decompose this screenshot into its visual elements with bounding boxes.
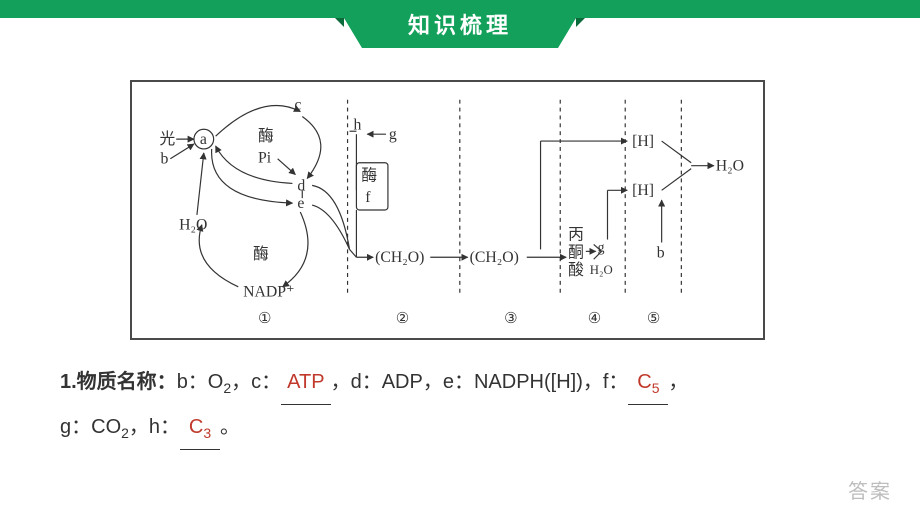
label-h: h xyxy=(353,116,361,133)
txt-c-prefix: ，c： xyxy=(231,371,281,393)
answer-f: C5 xyxy=(628,360,668,405)
label-g2: g xyxy=(598,239,605,254)
txt-b-sub: 2 xyxy=(223,380,231,396)
label-pyruvate-2: 酮 xyxy=(568,244,584,261)
txt-comma1: ， xyxy=(668,371,688,393)
content-heading: 1.物质名称： xyxy=(60,371,177,393)
tab-shadow-right xyxy=(575,18,585,28)
txt-period: 。 xyxy=(220,416,240,438)
txt-g-sub: 2 xyxy=(121,425,129,441)
stage-3: ③ xyxy=(504,311,517,327)
label-enzyme-f: 酶 xyxy=(361,166,377,184)
stage-5: ⑤ xyxy=(647,311,660,327)
label-light: 光 xyxy=(160,130,176,148)
txt-h-prefix: ，h： xyxy=(129,416,180,438)
label-pi: Pi xyxy=(258,150,272,167)
label-ch2o-2: (CH₂O) xyxy=(470,249,519,266)
label-h2o-left: H₂O xyxy=(179,217,207,234)
label-b2: b xyxy=(657,244,665,261)
answer-h: C3 xyxy=(180,405,220,450)
txt-b-prefix: b：O xyxy=(177,371,224,393)
label-e: e xyxy=(297,195,304,212)
label-b-left: b xyxy=(160,151,168,168)
stage-1: ① xyxy=(258,311,271,327)
label-g: g xyxy=(389,126,397,143)
title-text: 知识梳理 xyxy=(408,8,512,40)
content-text: 1.物质名称：b：O2，c：ATP，d：ADP，e：NADPH([H])，f：C… xyxy=(60,360,860,450)
label-pyruvate-3: 酸 xyxy=(568,261,584,279)
title-tab: 知识梳理 xyxy=(345,0,575,48)
label-nadp: NADP⁺ xyxy=(243,284,294,301)
label-h2o-right: H₂O xyxy=(716,158,744,175)
label-enzyme-bot: 酶 xyxy=(253,245,269,263)
label-h2o-small: H₂O xyxy=(590,263,613,277)
txt-g-prefix: g：CO xyxy=(60,416,121,438)
label-H2: [H] xyxy=(632,182,654,199)
label-H1: [H] xyxy=(632,133,654,150)
txt-d: ，d：ADP，e：NADPH([H])，f： xyxy=(331,371,629,393)
process-diagram: 光 a b c d 酶 Pi e NADP⁺ H₂O 酶 h g 酶 f xyxy=(130,80,765,340)
label-pyruvate-1: 丙 xyxy=(568,227,584,244)
answer-button[interactable]: 答案 xyxy=(848,475,892,504)
label-ch2o-1: (CH₂O) xyxy=(375,249,424,266)
answer-c: ATP xyxy=(281,360,330,405)
label-a: a xyxy=(200,131,207,148)
stage-4: ④ xyxy=(588,311,601,327)
label-f: f xyxy=(365,189,371,206)
label-enzyme-top: 酶 xyxy=(258,127,274,145)
stage-2: ② xyxy=(396,311,409,327)
label-d: d xyxy=(297,177,305,194)
label-c: c xyxy=(294,97,301,114)
